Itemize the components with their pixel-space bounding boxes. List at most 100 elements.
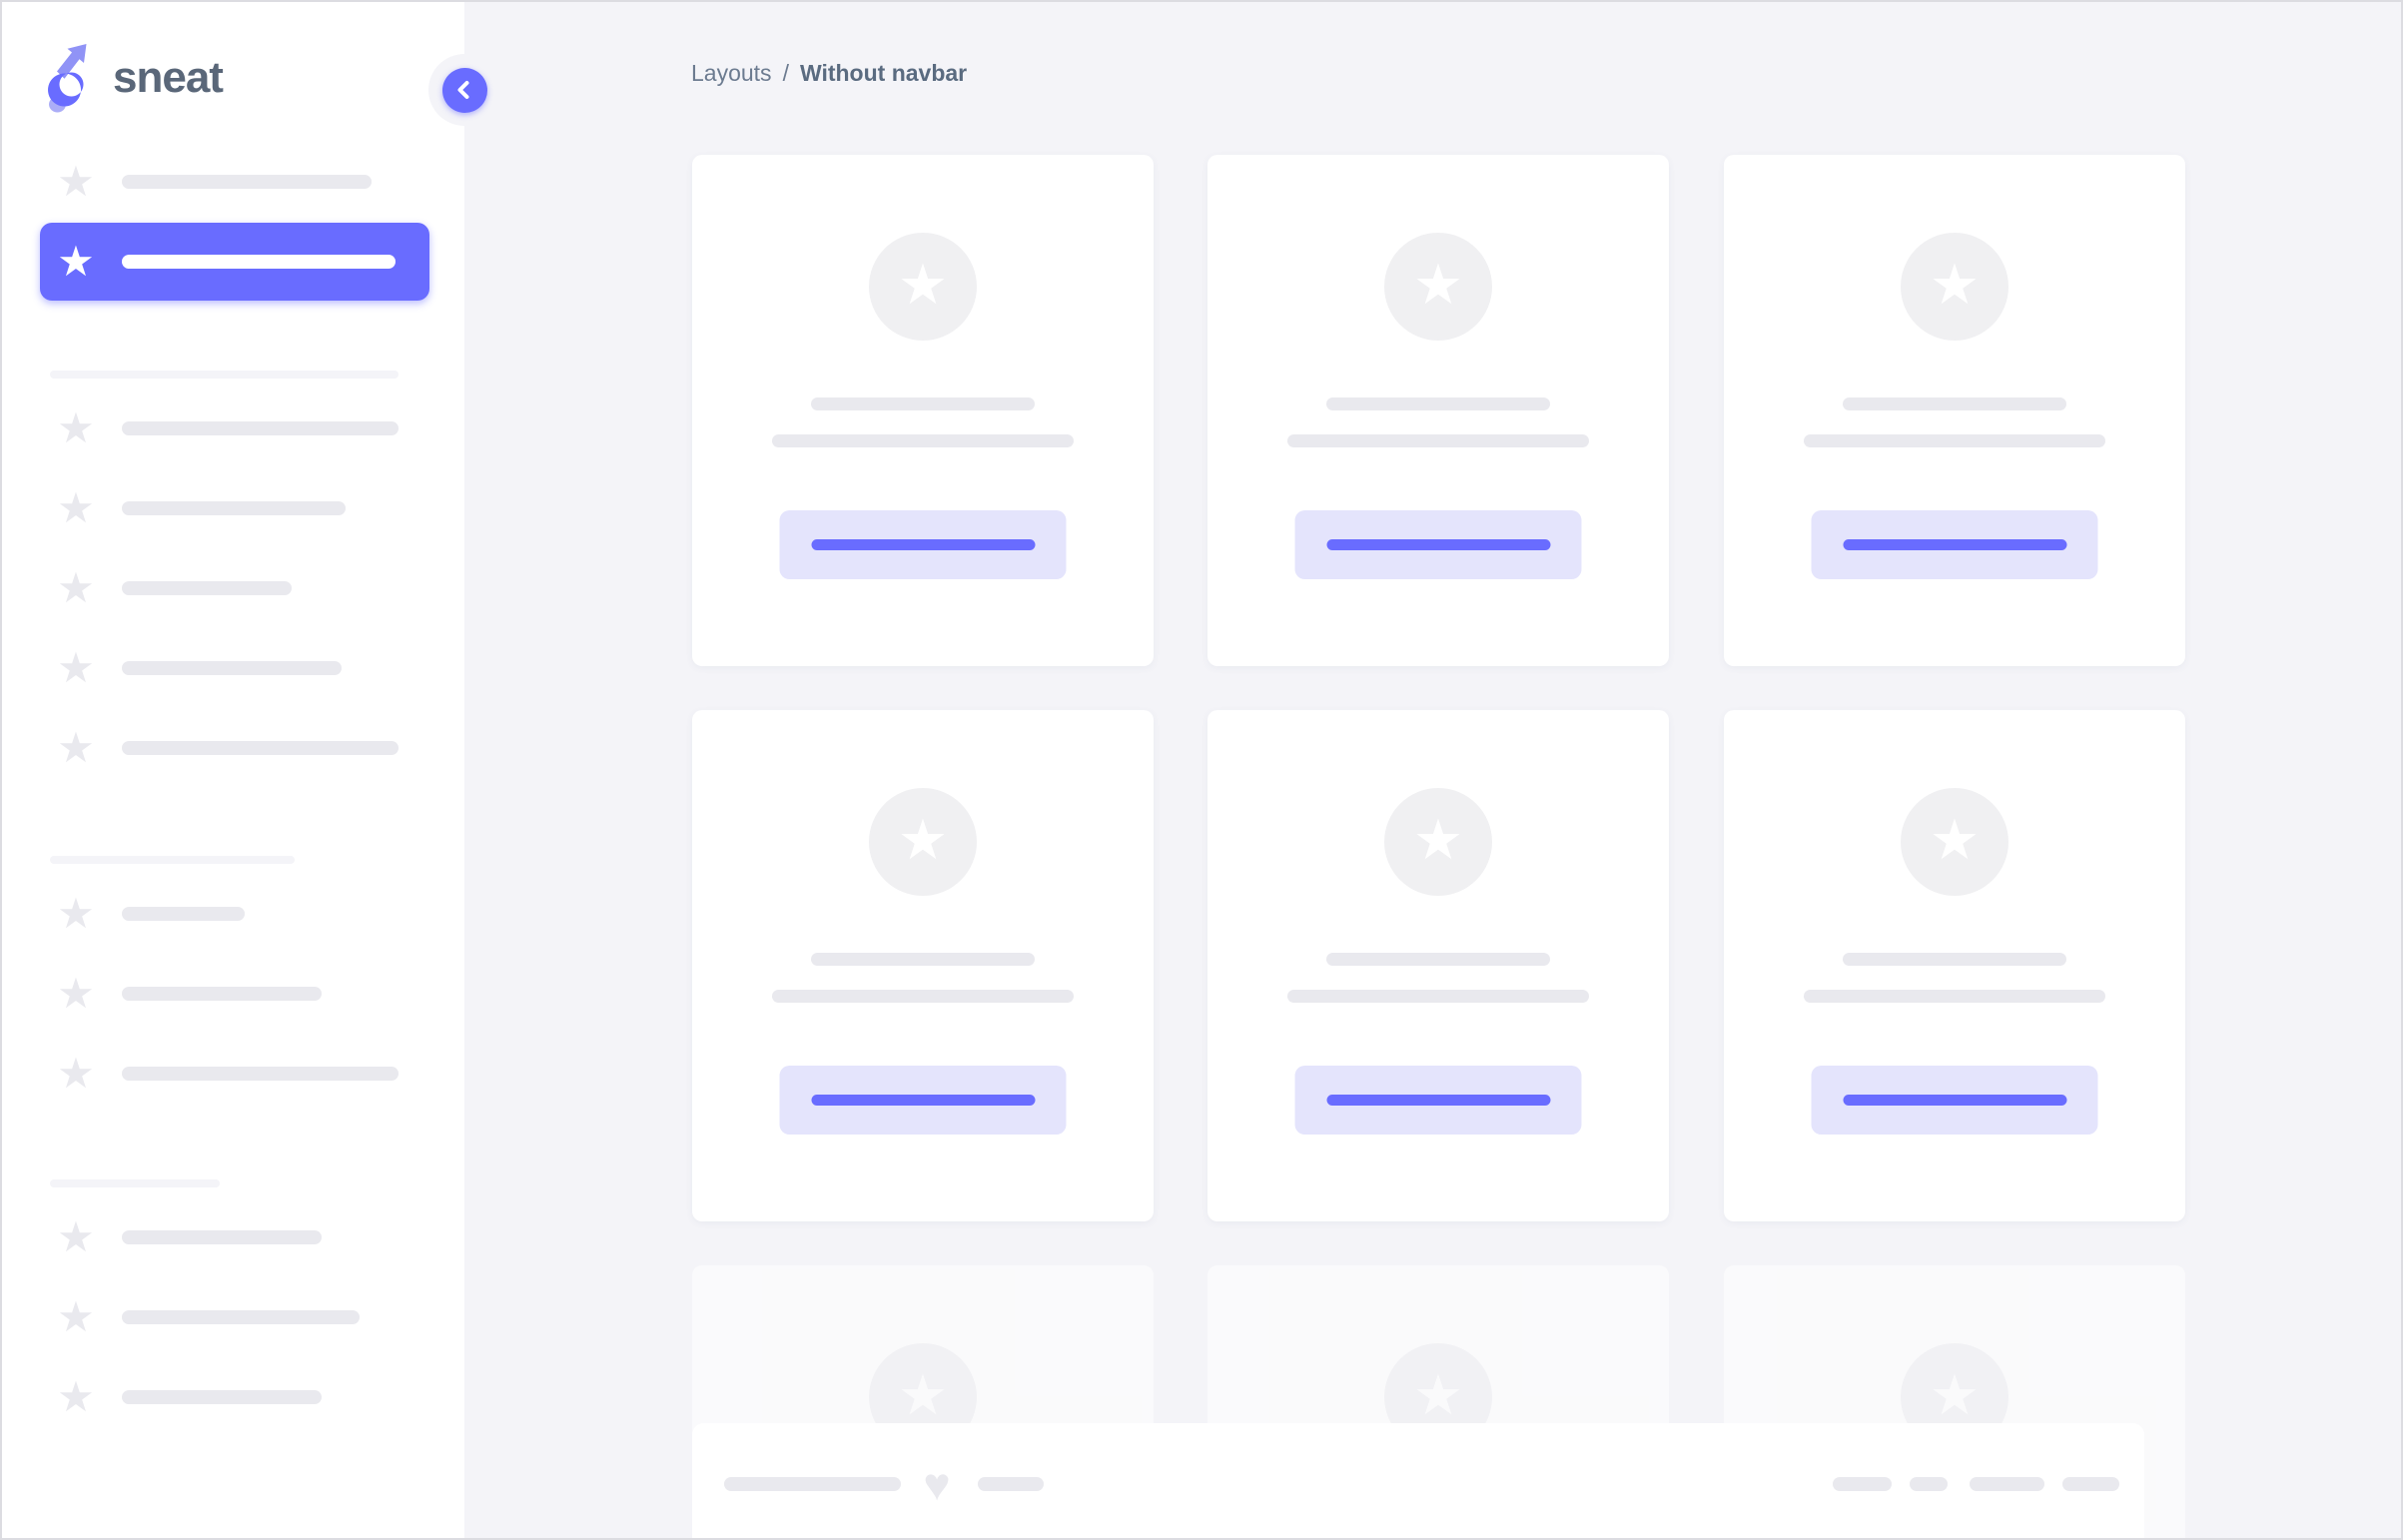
menu-section-divider	[50, 1179, 220, 1187]
placeholder-card: ★	[692, 710, 1154, 1221]
button-label-placeholder	[1843, 539, 2066, 550]
sidebar-menu-item[interactable]: ★	[2, 1277, 464, 1357]
star-icon: ★	[57, 1050, 95, 1097]
star-icon: ★	[1412, 1363, 1464, 1426]
star-icon: ★	[897, 808, 949, 871]
button-placeholder[interactable]	[1294, 1066, 1582, 1135]
menu-item-label-placeholder	[122, 661, 342, 675]
text-line-placeholder	[1804, 990, 2105, 1003]
avatar: ★	[1901, 788, 2008, 896]
button-label-placeholder	[1326, 539, 1550, 550]
footer-link-placeholder[interactable]	[978, 1477, 1044, 1491]
star-icon: ★	[57, 1373, 95, 1420]
text-line-placeholder	[1843, 397, 2066, 410]
star-icon: ★	[1412, 253, 1464, 316]
menu-item-label-placeholder	[122, 1310, 360, 1324]
text-line-placeholder	[772, 990, 1074, 1003]
button-placeholder[interactable]	[779, 510, 1067, 579]
star-icon: ★	[897, 253, 949, 316]
star-icon: ★	[1929, 1363, 1981, 1426]
brand[interactable]: sneat	[48, 42, 224, 114]
breadcrumb-current: Without navbar	[799, 60, 968, 86]
sidebar-menu-item[interactable]: ★	[2, 954, 464, 1034]
button-label-placeholder	[811, 539, 1035, 550]
breadcrumb: Layouts / Without navbar	[691, 60, 967, 87]
text-line-placeholder	[1326, 953, 1550, 966]
star-icon: ★	[1929, 253, 1981, 316]
star-icon: ★	[57, 890, 95, 937]
menu-item-label-placeholder	[122, 1390, 322, 1404]
sidebar-menu-item[interactable]: ★	[2, 142, 464, 222]
star-icon: ★	[57, 724, 95, 771]
button-placeholder[interactable]	[779, 1066, 1067, 1135]
star-icon: ★	[57, 484, 95, 531]
menu-item-label-placeholder	[122, 1067, 399, 1081]
sidebar-menu-item[interactable]: ★	[2, 1357, 464, 1437]
sidebar-menu-item[interactable]: ★	[2, 1034, 464, 1114]
menu-section-divider	[50, 371, 399, 379]
placeholder-card: ★	[1724, 710, 2185, 1221]
text-line-placeholder	[1287, 434, 1589, 447]
menu-item-label-placeholder	[122, 421, 399, 435]
sidebar-menu-item[interactable]: ★	[2, 548, 464, 628]
footer-text-placeholder	[724, 1477, 901, 1491]
placeholder-card: ★	[1207, 155, 1669, 666]
sidebar-menu-item[interactable]: ★	[2, 468, 464, 548]
star-icon: ★	[57, 564, 95, 611]
text-line-placeholder	[1804, 434, 2105, 447]
avatar: ★	[869, 233, 977, 341]
footer-link-placeholder[interactable]	[1970, 1477, 2044, 1491]
button-label-placeholder	[1326, 1095, 1550, 1106]
star-icon: ★	[1929, 808, 1981, 871]
text-line-placeholder	[811, 953, 1035, 966]
star-icon: ★	[57, 158, 95, 205]
footer: ♥	[692, 1423, 2144, 1538]
placeholder-card: ★	[1724, 155, 2185, 666]
star-icon: ★	[1412, 808, 1464, 871]
chevron-left-icon	[441, 67, 487, 113]
sidebar-menu-item[interactable]: ★	[2, 628, 464, 708]
footer-link-placeholder[interactable]	[1833, 1477, 1892, 1491]
footer-link-placeholder[interactable]	[1910, 1477, 1948, 1491]
brand-name: sneat	[113, 53, 224, 102]
breadcrumb-link[interactable]: Layouts	[691, 60, 772, 86]
menu-item-label-placeholder	[122, 987, 322, 1001]
placeholder-card: ★	[692, 155, 1154, 666]
sidebar: sneat ★ ★ ★ ★ ★ ★ ★ ★ ★ ★ ★ ★ ★	[2, 2, 464, 1538]
menu-item-label-placeholder	[122, 741, 399, 755]
menu-item-label-placeholder	[122, 501, 346, 515]
button-placeholder[interactable]	[1811, 1066, 2098, 1135]
button-label-placeholder	[1843, 1095, 2066, 1106]
button-label-placeholder	[811, 1095, 1035, 1106]
menu-item-label-placeholder	[122, 1230, 322, 1244]
menu-item-label-placeholder	[122, 255, 396, 269]
avatar: ★	[869, 788, 977, 896]
text-line-placeholder	[1843, 953, 2066, 966]
button-placeholder[interactable]	[1294, 510, 1582, 579]
avatar: ★	[1384, 788, 1492, 896]
avatar: ★	[1901, 233, 2008, 341]
sidebar-menu-item[interactable]: ★	[2, 1197, 464, 1277]
sidebar-menu-item[interactable]: ★	[2, 708, 464, 788]
star-icon: ★	[57, 644, 95, 691]
star-icon: ★	[57, 1213, 95, 1260]
menu-item-label-placeholder	[122, 581, 292, 595]
sidebar-collapse-button[interactable]	[428, 54, 500, 126]
placeholder-card: ★	[1207, 710, 1669, 1221]
text-line-placeholder	[1287, 990, 1589, 1003]
star-icon: ★	[57, 238, 95, 285]
star-icon: ★	[57, 404, 95, 451]
menu-item-label-placeholder	[122, 175, 372, 189]
sidebar-menu-item[interactable]: ★	[2, 388, 464, 468]
menu-item-label-placeholder	[122, 907, 245, 921]
sidebar-menu-item[interactable]: ★	[2, 874, 464, 954]
footer-link-placeholder[interactable]	[2062, 1477, 2119, 1491]
text-line-placeholder	[1326, 397, 1550, 410]
button-placeholder[interactable]	[1811, 510, 2098, 579]
star-icon: ★	[57, 1293, 95, 1340]
sidebar-menu-item-active[interactable]: ★	[40, 223, 429, 301]
breadcrumb-separator: /	[782, 60, 789, 86]
avatar: ★	[1384, 233, 1492, 341]
text-line-placeholder	[811, 397, 1035, 410]
